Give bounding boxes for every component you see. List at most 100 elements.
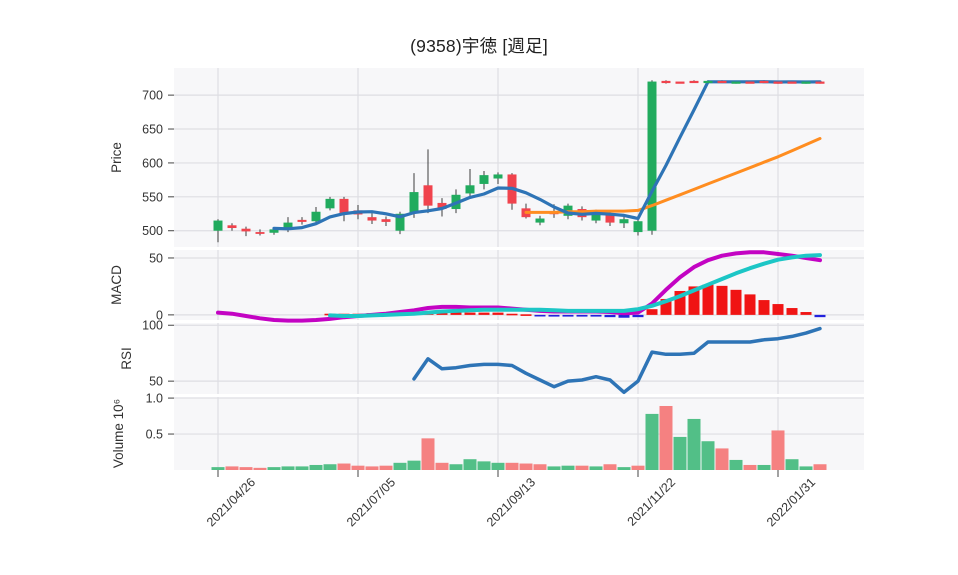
vol-axis-title: Volume 10⁶	[111, 399, 126, 468]
macd-histogram-bar-negative	[562, 314, 574, 317]
vol-tick-label: 0.5	[146, 428, 163, 442]
volume-bar	[813, 464, 827, 470]
volume-bar	[547, 466, 561, 470]
volume-bar	[281, 466, 295, 470]
volume-bar	[421, 438, 435, 470]
candle-body-dash	[787, 81, 797, 84]
macd-tick-label: 50	[149, 251, 163, 265]
volume-bar	[351, 465, 365, 470]
volume-bar	[491, 462, 505, 470]
volume-bar	[463, 459, 477, 470]
candle-body	[535, 218, 545, 223]
macd-histogram-bar-positive	[450, 311, 462, 315]
volume-bar	[757, 464, 771, 470]
macd-histogram-bar-positive	[674, 290, 686, 315]
macd-histogram-bar-negative	[548, 314, 560, 317]
macd-signal-line	[328, 253, 822, 318]
price-ma-short-line	[272, 80, 822, 231]
candle-body	[465, 185, 475, 194]
macd-histogram-bar-negative	[814, 314, 826, 318]
candle-body-dash	[675, 81, 685, 84]
candle-body	[633, 221, 643, 233]
volume-bar	[393, 462, 407, 470]
macd-histogram-bar-negative	[632, 314, 644, 318]
volume-bar	[477, 461, 491, 470]
candle-body-dash	[745, 81, 755, 84]
volume-bar	[435, 462, 449, 470]
volume-bar	[519, 463, 533, 470]
candle-body-dash	[815, 81, 825, 84]
candle-body	[213, 220, 223, 231]
volume-bar	[715, 448, 729, 470]
volume-bar	[785, 459, 799, 470]
volume-bar	[323, 464, 337, 470]
rsi-axis-title: RSI	[119, 347, 134, 370]
macd-histogram-bar-positive	[688, 286, 700, 315]
candle-body	[367, 217, 377, 221]
macd-histogram-bar-positive	[702, 284, 714, 315]
macd-histogram-bar-positive	[800, 312, 812, 315]
price-tick-label: 600	[142, 156, 163, 170]
price-panel	[213, 80, 825, 243]
x-tick-label: 2021/04/26	[204, 475, 258, 529]
macd-histogram-bar-positive	[492, 312, 504, 315]
price-tick-label: 550	[142, 190, 163, 204]
chart-title: (9358)宇徳 [週足]	[410, 36, 548, 56]
volume-bar	[267, 467, 281, 470]
macd-histogram-bar-positive	[730, 289, 742, 315]
candle-body	[479, 175, 489, 184]
macd-histogram-bar-positive	[744, 294, 756, 315]
macd-histogram-bar-positive	[464, 312, 476, 315]
volume-bar	[379, 465, 393, 470]
rsi-line	[412, 326, 822, 395]
volume-bar	[225, 466, 239, 470]
price-ma-long-line	[524, 137, 822, 214]
volume-panel	[211, 405, 827, 470]
macd-histogram-bar-positive	[520, 314, 532, 316]
macd-histogram-bar-negative	[534, 314, 546, 317]
macd-histogram-bar-positive	[646, 309, 658, 315]
volume-bar	[449, 464, 463, 470]
volume-bar	[799, 466, 813, 470]
candle-body-dash	[703, 80, 713, 84]
price-plot-background	[174, 68, 864, 247]
macd-panel	[216, 250, 826, 323]
macd-histogram-bar-positive	[506, 313, 518, 316]
macd-histogram-bar-negative	[604, 314, 616, 318]
volume-bar	[295, 466, 309, 470]
x-tick-label: 2021/07/05	[344, 475, 398, 529]
macd-histogram-bar-positive	[716, 285, 728, 315]
candle-body	[647, 81, 657, 231]
volume-bar	[561, 465, 575, 470]
candle-body-dash	[717, 80, 727, 84]
macd-histogram-bar-positive	[758, 300, 770, 315]
candle-body	[591, 212, 601, 221]
volume-bar	[673, 436, 687, 470]
candle-body	[311, 211, 321, 222]
volume-bar	[253, 467, 267, 470]
candle-body-dash	[731, 81, 741, 84]
volume-bar	[309, 464, 323, 470]
candle-body-dash	[661, 80, 671, 84]
macd-histogram-bar-negative	[590, 314, 602, 317]
candle-body	[241, 228, 251, 232]
x-tick-label: 2021/09/13	[484, 475, 538, 529]
volume-bar	[533, 464, 547, 470]
candle-body	[325, 198, 335, 209]
volume-bar	[407, 460, 421, 470]
volume-bar	[729, 459, 743, 470]
volume-bar	[337, 463, 351, 470]
price-tick-label: 500	[142, 224, 163, 238]
macd-histogram-bar-positive	[478, 312, 490, 315]
volume-bar	[631, 465, 645, 470]
candle-body	[395, 213, 405, 231]
candle-body	[283, 222, 293, 230]
macd-tick-label: 0	[156, 308, 163, 322]
rsi-plot-background	[174, 323, 864, 394]
macd-histogram-bar-positive	[660, 298, 672, 315]
candle-body	[381, 219, 391, 222]
vol-tick-label: 1.0	[146, 392, 163, 406]
candle-body	[437, 202, 447, 210]
candle-body	[493, 174, 503, 179]
